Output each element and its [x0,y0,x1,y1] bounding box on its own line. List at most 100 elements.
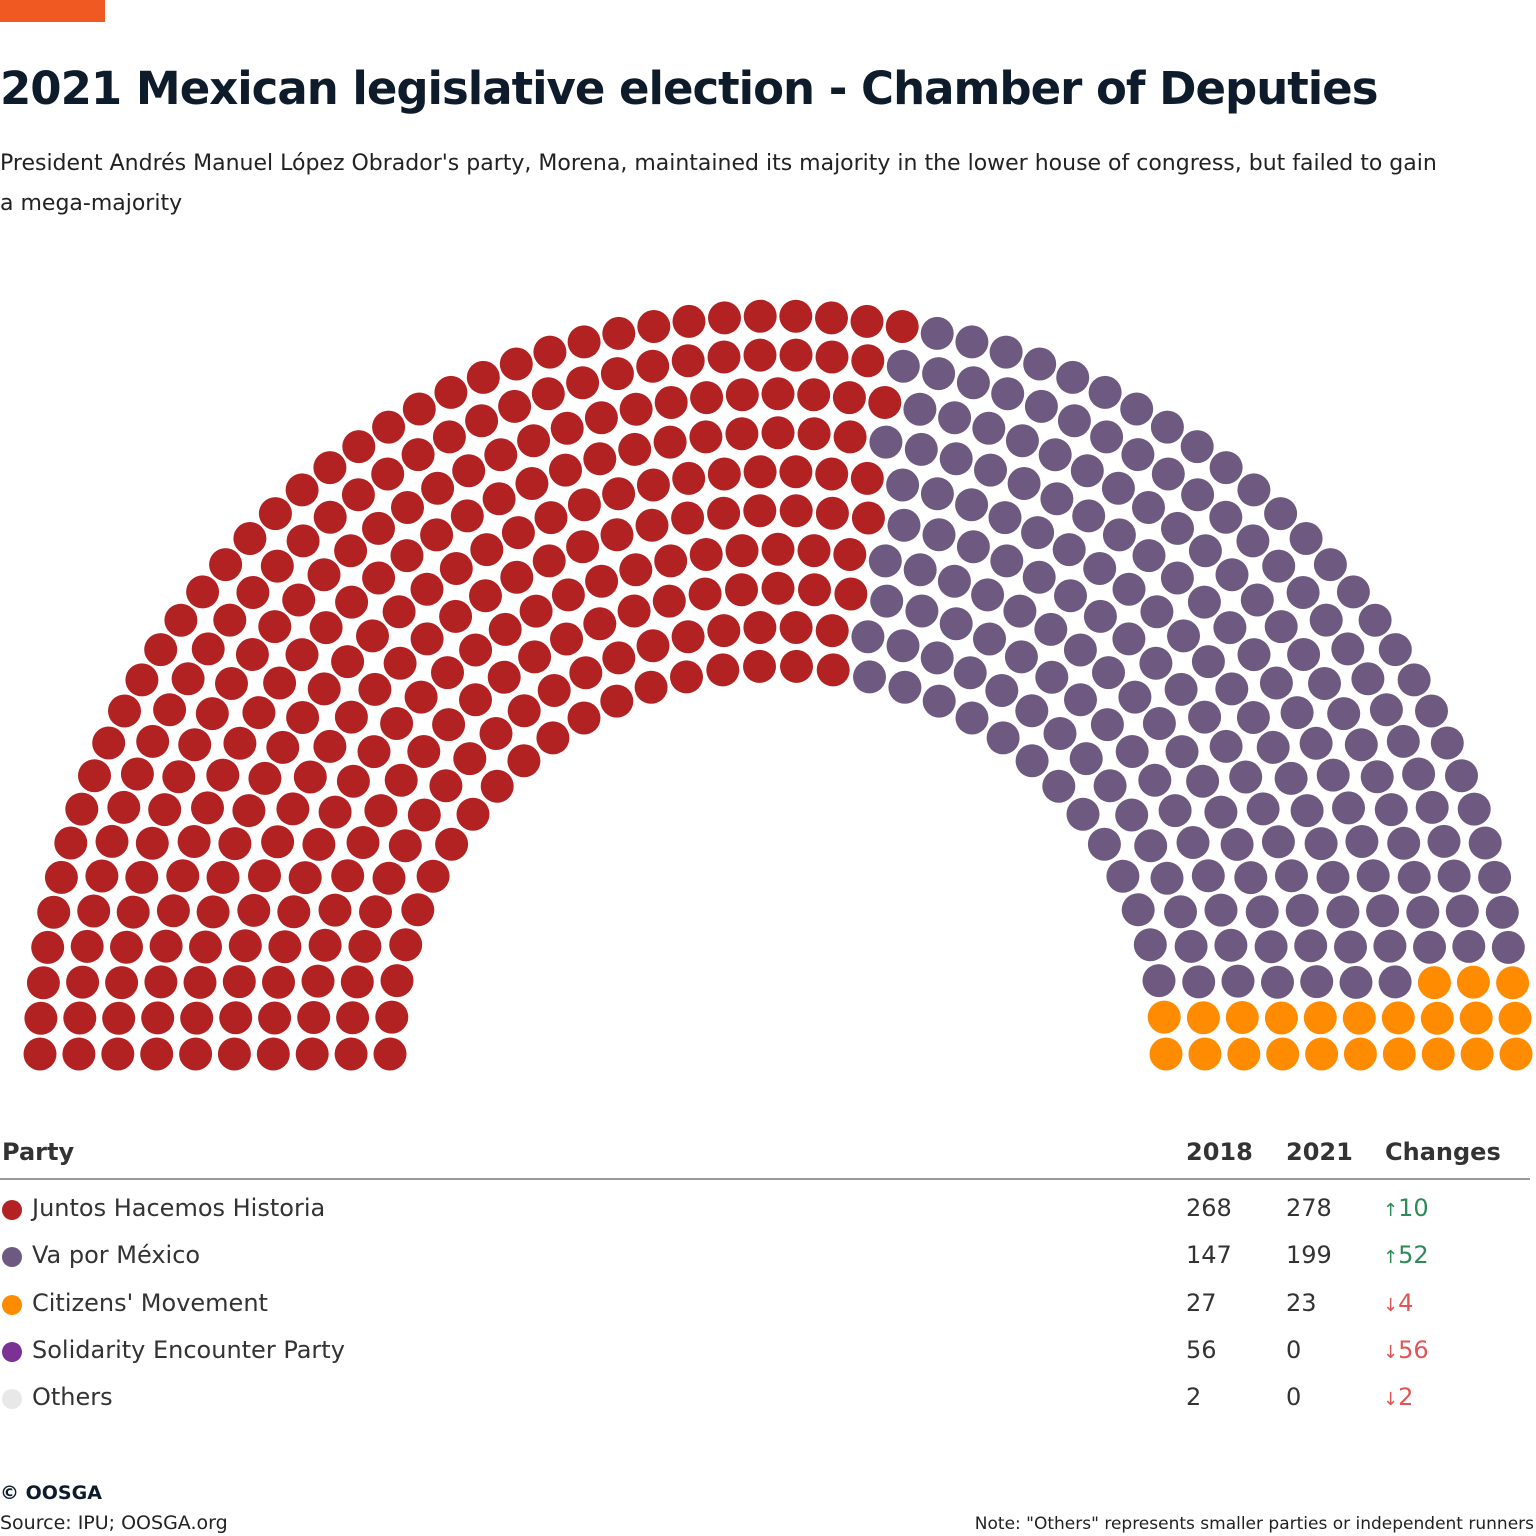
seat [1421,1037,1455,1071]
seat [1406,895,1440,929]
seat [258,497,292,531]
seat [141,1001,175,1035]
seat [1035,660,1069,694]
seat [1246,792,1280,826]
seat [1204,893,1238,927]
seat [955,701,989,735]
seat [1101,471,1135,505]
seat [991,377,1025,411]
seat [834,577,868,611]
seat [450,499,484,533]
seat [342,430,376,464]
seat [815,496,849,530]
seat [334,534,368,568]
seat [295,1037,329,1071]
seat [1142,707,1176,740]
seat [180,1001,214,1035]
seat [1083,552,1117,585]
seat [1054,579,1087,613]
seat [223,726,257,760]
seat [1112,622,1146,656]
seat [116,895,150,929]
seat [600,518,634,552]
seat [195,697,229,731]
seat [707,457,741,491]
seat [136,724,170,758]
seat [939,607,973,641]
seat [357,735,391,769]
seat [331,859,365,893]
seat [1499,1037,1533,1071]
seat [480,769,514,803]
seat [218,827,252,861]
seat [988,501,1022,535]
seat [1160,561,1194,595]
seat [1138,763,1172,797]
seat [78,759,111,793]
seat [652,584,686,618]
up-arrow-icon: ↑ [1383,1247,1399,1269]
seat [498,389,532,423]
seat [1304,827,1338,861]
seat [44,860,78,894]
seat [1430,726,1464,760]
seat [1415,694,1448,728]
seat [518,640,552,674]
seat [62,1037,96,1071]
seats-2018: 27 [1186,1288,1217,1317]
seat [671,620,705,654]
seat [307,558,341,592]
seat [1182,965,1216,999]
seat [1339,965,1373,999]
seat [850,304,884,338]
seat [1417,966,1451,1000]
seat [1209,500,1243,534]
seat [1005,424,1039,458]
up-arrow-icon: ↑ [1383,1200,1399,1221]
seat [939,442,973,476]
seat [583,442,617,476]
seat [797,417,831,451]
seat [135,826,169,860]
seat [1132,539,1166,573]
seat [391,491,424,524]
seat [429,769,463,803]
table-row: Others 2 0 ↓2 [0,1379,1536,1419]
seat [31,930,65,964]
change-value: 52 [1398,1241,1429,1270]
seat [1286,576,1320,609]
seat [217,1037,251,1071]
table-divider [0,1178,1530,1180]
seat [105,966,139,1000]
seat [779,338,813,372]
seats-2018: 2 [1186,1383,1202,1412]
seat [1236,524,1270,558]
seat [1360,760,1394,794]
seat [286,701,320,734]
seat [1229,760,1263,794]
seat [1191,645,1225,679]
seat [336,764,370,798]
seat [707,340,741,374]
seat [183,965,217,999]
seat [1358,603,1392,637]
seat [215,667,248,700]
seat [725,417,759,451]
party-color-dot [2,1200,22,1220]
seat [348,929,382,963]
seat [671,344,705,378]
seat [171,662,205,696]
page-subtitle: President Andrés Manuel López Obrador's … [0,151,1437,216]
seat [1043,717,1077,750]
party-name: Citizens' Movement [32,1288,268,1317]
seat [636,468,670,502]
seat [24,1001,58,1035]
seat [1066,797,1100,831]
seat [384,763,418,797]
seat [148,793,182,827]
seat [1176,826,1210,859]
page-title: 2021 Mexican legislative election - Cham… [0,62,1378,115]
seat [886,629,920,663]
seat [162,760,196,794]
seat [1070,454,1104,488]
